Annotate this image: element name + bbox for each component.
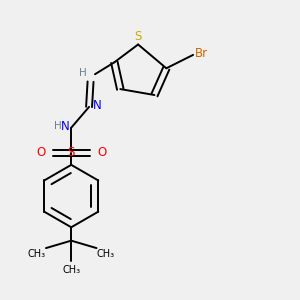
Text: S: S: [134, 30, 142, 43]
Text: N: N: [93, 99, 102, 112]
Text: CH₃: CH₃: [62, 266, 80, 275]
Text: CH₃: CH₃: [28, 249, 46, 259]
Text: O: O: [36, 146, 46, 160]
Text: H: H: [54, 121, 62, 131]
Text: N: N: [61, 120, 70, 133]
Text: H: H: [79, 68, 87, 78]
Text: CH₃: CH₃: [96, 249, 115, 259]
Text: S: S: [68, 146, 75, 160]
Text: Br: Br: [195, 47, 208, 60]
Text: O: O: [97, 146, 106, 160]
